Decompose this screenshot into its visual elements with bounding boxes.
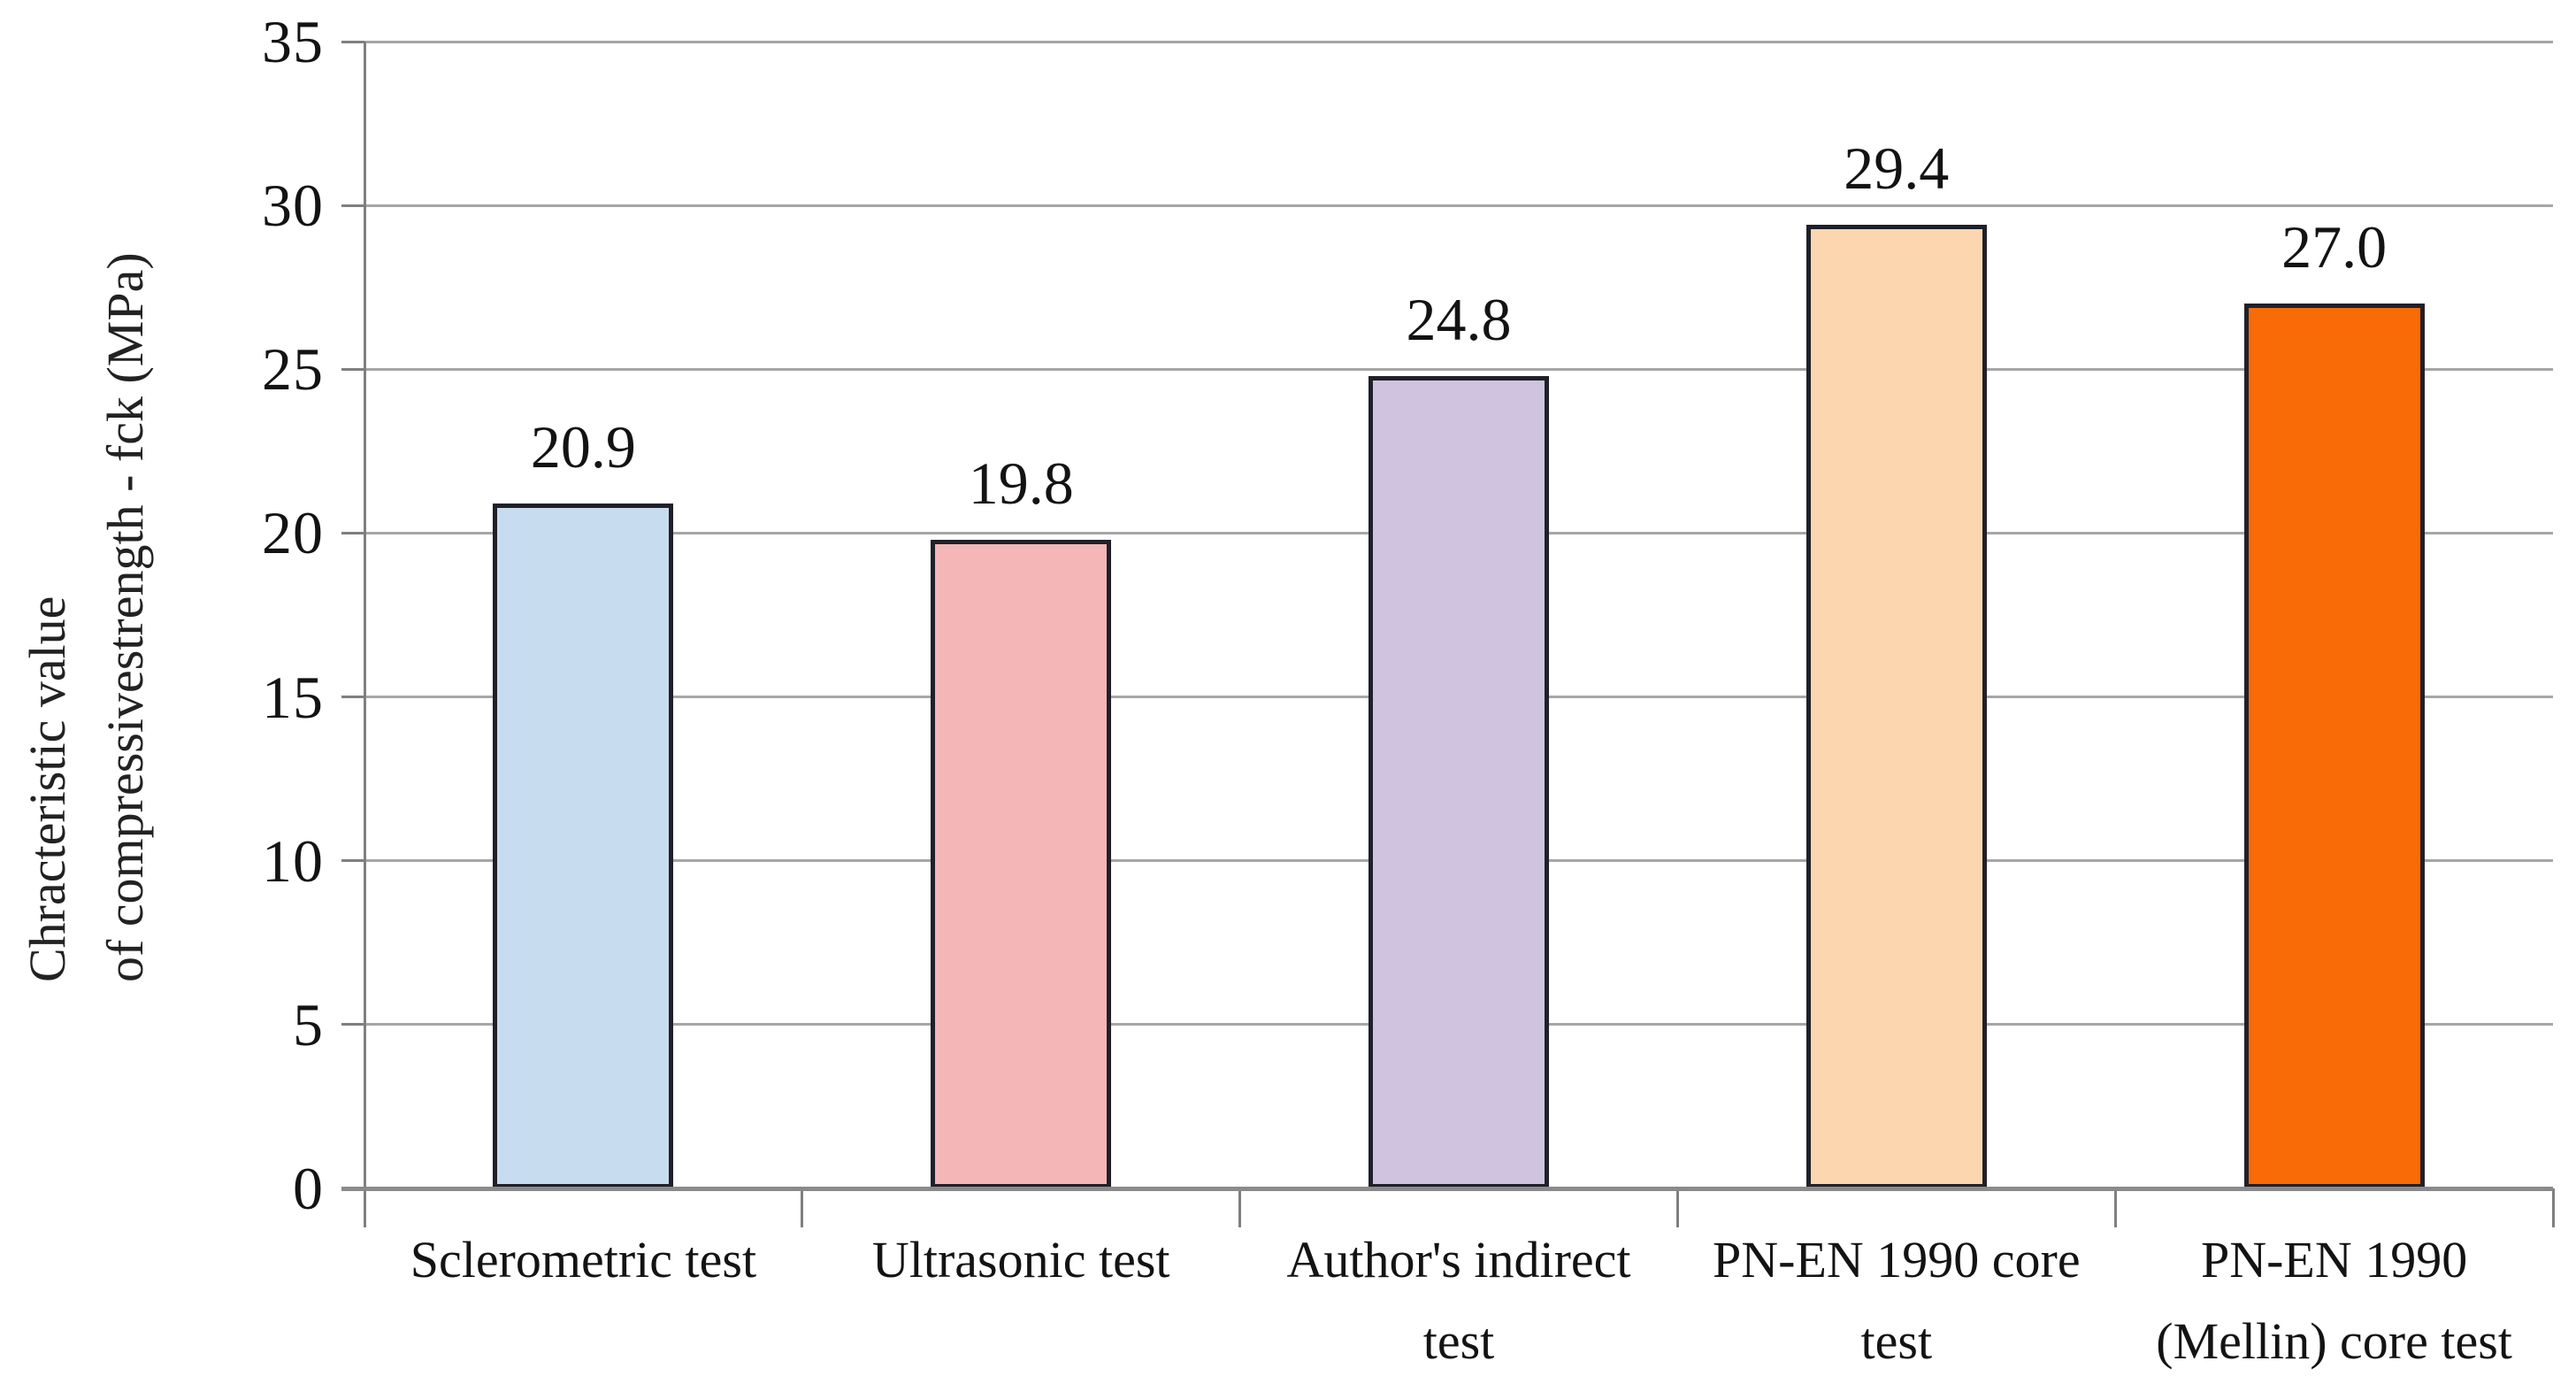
y-axis-tick xyxy=(341,1023,364,1026)
y-axis-tick-label: 30 xyxy=(262,172,324,240)
bar-value-label: 27.0 xyxy=(2281,213,2388,281)
x-axis-tick xyxy=(363,1188,366,1227)
bar xyxy=(1806,225,1987,1188)
bar-value-label: 19.8 xyxy=(968,449,1074,517)
gridline xyxy=(364,40,2553,43)
y-axis-tick xyxy=(341,859,364,863)
bar xyxy=(2243,304,2425,1188)
y-axis-tick-label: 0 xyxy=(293,1155,324,1222)
y-axis-tick-label: 35 xyxy=(262,8,324,75)
bar xyxy=(1368,375,1549,1188)
y-axis-tick-label: 10 xyxy=(262,827,324,895)
y-axis-tick xyxy=(341,204,364,207)
bar xyxy=(493,504,674,1188)
bar-value-label: 29.4 xyxy=(1844,135,1950,203)
y-axis-tick xyxy=(341,367,364,371)
y-axis-tick-label: 25 xyxy=(262,335,324,404)
y-axis-tick xyxy=(341,40,364,43)
x-axis-tick xyxy=(801,1188,804,1227)
x-axis-category-label: Author's indirect test xyxy=(1286,1231,1631,1370)
y-axis-tick-label: 5 xyxy=(293,990,324,1058)
x-axis-tick xyxy=(1675,1188,1679,1227)
y-axis-tick-label: 20 xyxy=(262,499,324,567)
x-axis-category-label: PN-EN 1990 core test xyxy=(1713,1231,2081,1370)
y-axis-tick-label: 15 xyxy=(262,663,324,731)
y-axis-line xyxy=(363,42,366,1188)
x-axis-tick xyxy=(2551,1188,2555,1227)
bar-value-label: 24.8 xyxy=(1406,285,1512,353)
gridline xyxy=(364,204,2553,207)
y-axis-tick xyxy=(341,696,364,699)
x-axis-category-label: Ultrasonic test xyxy=(871,1231,1170,1288)
x-axis-category-label: PN-EN 1990 (Mellin) core test xyxy=(2156,1231,2512,1370)
x-axis-tick xyxy=(2113,1188,2117,1227)
bar xyxy=(931,539,1112,1188)
bar-value-label: 20.9 xyxy=(530,413,636,481)
x-axis-tick xyxy=(1238,1188,1242,1227)
x-axis-line xyxy=(341,1186,2553,1191)
x-axis-category-label: Sclerometric test xyxy=(410,1231,757,1288)
y-axis-tick xyxy=(341,531,364,534)
gridline xyxy=(364,367,2553,371)
